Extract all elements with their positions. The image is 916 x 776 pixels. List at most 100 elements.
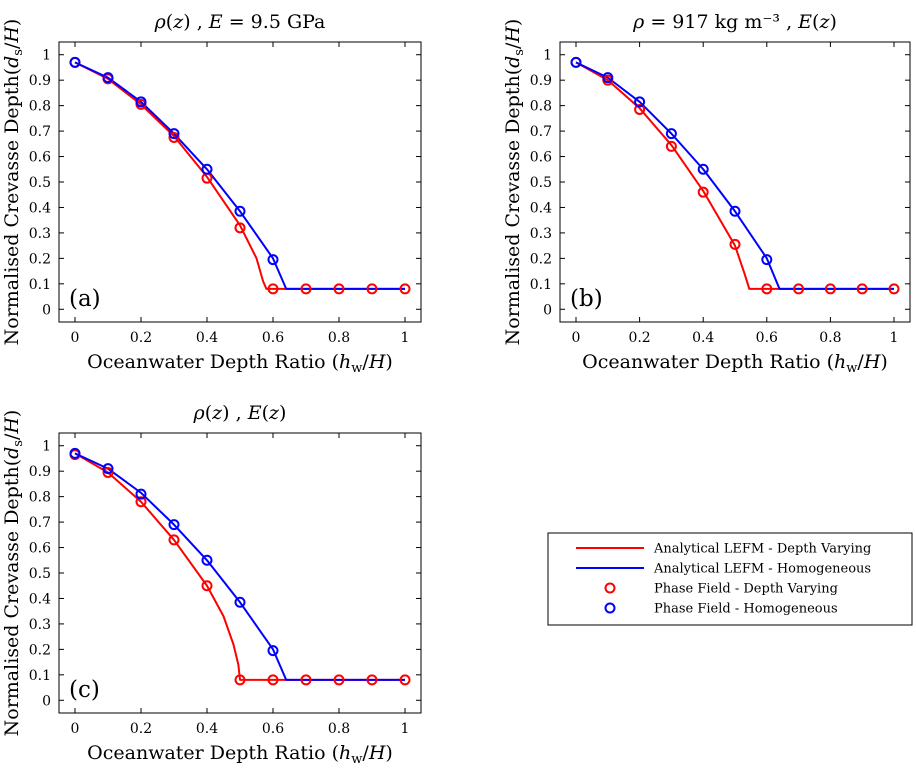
data-point	[234, 205, 246, 217]
y-tick-label: 0	[543, 302, 552, 318]
data-point	[102, 463, 114, 475]
data-point	[201, 554, 213, 566]
data-point	[69, 56, 81, 68]
data-point	[333, 674, 345, 686]
x-axis-label: Oceanwater Depth Ratio (hw/H)	[582, 351, 888, 376]
data-point	[300, 283, 312, 295]
data-point	[267, 283, 279, 295]
data-point	[634, 96, 646, 108]
data-point	[267, 254, 279, 266]
y-tick-label: 0.3	[29, 617, 51, 633]
y-tick-label: 0.2	[530, 251, 552, 267]
y-tick-label: 0.1	[29, 668, 51, 684]
y-tick-label: 0.9	[29, 464, 51, 480]
data-point	[697, 163, 709, 175]
y-tick-label: 0	[42, 302, 51, 318]
y-tick-label: 0.9	[530, 73, 552, 89]
data-point	[665, 140, 677, 152]
y-tick-label: 0.8	[29, 99, 51, 115]
x-tick-label: 1	[890, 330, 899, 346]
panel-title: ρ = 917 kg m⁻³ , E(z)	[632, 11, 837, 33]
data-point	[366, 674, 378, 686]
legend-circle-icon	[604, 602, 616, 614]
data-point	[135, 488, 147, 500]
panel-title: ρ(z) , E(z)	[193, 402, 287, 424]
x-tick-label: 0.6	[262, 330, 284, 346]
y-tick-label: 0.5	[530, 175, 552, 191]
y-tick-label: 0	[42, 693, 51, 709]
y-tick-label: 0.4	[29, 591, 51, 607]
y-tick-label: 0.3	[530, 226, 552, 242]
y-tick-label: 1	[42, 439, 51, 455]
panel-label: (b)	[570, 286, 603, 312]
series-line	[74, 452, 405, 681]
data-point	[333, 283, 345, 295]
panel-title: ρ(z) , E = 9.5 GPa	[154, 11, 326, 33]
x-axis-label: Oceanwater Depth Ratio (hw/H)	[87, 742, 393, 767]
legend-label: Analytical LEFM - Depth Varying	[653, 542, 871, 557]
x-tick-label: 0.2	[130, 330, 152, 346]
panel-label: (a)	[69, 286, 101, 312]
data-point	[856, 283, 868, 295]
y-tick-label: 0.2	[29, 642, 51, 658]
data-point	[102, 72, 114, 84]
y-tick-label: 0.1	[530, 277, 552, 293]
x-tick-label: 0	[572, 330, 581, 346]
data-point	[602, 72, 614, 84]
legend-label: Phase Field - Homogeneous	[654, 602, 838, 617]
data-point	[201, 163, 213, 175]
legend-circle-icon	[604, 582, 616, 594]
x-tick-label: 1	[401, 721, 410, 737]
y-tick-label: 0.8	[29, 490, 51, 506]
data-point	[793, 283, 805, 295]
data-point	[168, 131, 180, 143]
data-point	[665, 128, 677, 140]
x-tick-label: 0.4	[692, 330, 714, 346]
data-point	[761, 254, 773, 266]
y-tick-label: 0.4	[530, 200, 552, 216]
data-point	[697, 186, 709, 198]
legend: Analytical LEFM - Depth Varying Analytica…	[547, 532, 913, 626]
y-tick-label: 1	[42, 48, 51, 64]
data-point	[234, 222, 246, 234]
x-tick-label: 0.2	[628, 330, 650, 346]
x-tick-label: 0.6	[262, 721, 284, 737]
data-point	[824, 283, 836, 295]
y-tick-label: 0.7	[29, 124, 51, 140]
x-tick-label: 0.8	[819, 330, 841, 346]
x-tick-label: 0.4	[196, 330, 218, 346]
data-point	[729, 238, 741, 250]
data-point	[135, 496, 147, 508]
data-point	[234, 596, 246, 608]
legend-label: Phase Field - Depth Varying	[654, 582, 838, 597]
y-tick-label: 0.1	[29, 277, 51, 293]
data-point	[201, 580, 213, 592]
y-tick-label: 0.4	[29, 200, 51, 216]
panel-a: 0 0.1 0.2 0.3 0.4 0.5 0.6 0.7 0.8 0.9 1 0 0.2 0.4 0.6 0…	[1, 11, 422, 376]
data-point	[168, 519, 180, 531]
y-tick-label: 0.9	[29, 73, 51, 89]
panel-c: 0 0.1 0.2 0.3 0.4 0.5 0.6 0.7 0.8 0.9 1 0 0.2 0.4 0.6 0…	[1, 402, 422, 767]
x-tick-label: 0	[71, 721, 80, 737]
data-point	[729, 205, 741, 217]
y-tick-label: 0.7	[530, 124, 552, 140]
panel-b: 0 0.1 0.2 0.3 0.4 0.5 0.6 0.7 0.8 0.9 1 0 0.2 0.4 0.6 0…	[502, 11, 911, 376]
data-point	[168, 534, 180, 546]
data-point	[888, 283, 900, 295]
x-tick-label: 0.8	[328, 721, 350, 737]
data-point	[234, 674, 246, 686]
y-axis-label: Normalised Crevasse Depth(ds/H)	[1, 19, 26, 346]
series-line	[74, 61, 405, 290]
y-axis-label: Normalised Crevasse Depth(ds/H)	[502, 19, 527, 346]
y-tick-label: 0.8	[530, 99, 552, 115]
data-point	[634, 103, 646, 115]
x-tick-label: 0.2	[130, 721, 152, 737]
series-line	[575, 61, 894, 290]
y-tick-label: 0.3	[29, 226, 51, 242]
x-axis-label: Oceanwater Depth Ratio (hw/H)	[87, 351, 393, 376]
y-tick-label: 0.2	[29, 251, 51, 267]
y-tick-label: 0.6	[29, 150, 51, 166]
data-point	[399, 283, 411, 295]
data-point	[761, 283, 773, 295]
